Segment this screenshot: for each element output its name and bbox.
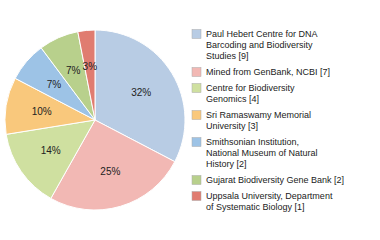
legend-label-line: Paul Hebert Centre for DNA [206, 29, 318, 39]
pie-slice [78, 30, 95, 120]
data-label: 7% [47, 79, 62, 90]
data-label: 7% [66, 65, 81, 76]
legend: Paul Hebert Centre for DNABarcoding and … [192, 29, 344, 212]
legend-entry: Mined from GenBank, NCBI [7] [192, 67, 330, 77]
legend-label-line: University [3] [206, 121, 258, 131]
legend-swatch [192, 30, 201, 39]
legend-label-line: National Museum of Natural [206, 148, 318, 158]
pie [5, 30, 185, 210]
legend-swatch [192, 192, 201, 201]
legend-entry: Centre for BiodiversityGenomics [4] [192, 83, 295, 104]
chart-container: 32%25%14%10%7%7%3%Paul Hebert Centre for… [0, 0, 380, 240]
legend-entry: Uppsala University, Departmentof Systema… [192, 191, 333, 212]
data-label: 25% [100, 166, 120, 177]
legend-swatch [192, 68, 201, 77]
legend-label-line: Genomics [4] [206, 94, 259, 104]
data-label: 3% [83, 61, 98, 72]
legend-entry: Sri Ramaswamy MemorialUniversity [3] [192, 110, 311, 131]
legend-label-line: Smithsonian Institution, [206, 137, 299, 147]
chart-svg: 32%25%14%10%7%7%3%Paul Hebert Centre for… [0, 0, 380, 240]
legend-label: Uppsala University, Departmentof Systema… [206, 191, 333, 212]
legend-label-line: Gujarat Biodiversity Gene Bank [2] [206, 175, 344, 185]
data-label: 32% [131, 87, 151, 98]
legend-label: Paul Hebert Centre for DNABarcoding and … [206, 29, 318, 61]
legend-label-line: Studies [9] [206, 51, 249, 61]
legend-label: Mined from GenBank, NCBI [7] [206, 67, 330, 77]
legend-label-line: Mined from GenBank, NCBI [7] [206, 67, 330, 77]
legend-swatch [192, 176, 201, 185]
legend-entry: Gujarat Biodiversity Gene Bank [2] [192, 175, 344, 185]
legend-entry: Smithsonian Institution,National Museum … [192, 137, 318, 169]
legend-label: Gujarat Biodiversity Gene Bank [2] [206, 175, 344, 185]
legend-swatch [192, 138, 201, 147]
data-label: 10% [32, 106, 52, 117]
legend-label-line: Sri Ramaswamy Memorial [206, 110, 311, 120]
data-label: 14% [41, 145, 61, 156]
legend-label-line: Centre for Biodiversity [206, 83, 295, 93]
legend-entry: Paul Hebert Centre for DNABarcoding and … [192, 29, 318, 61]
legend-label: Sri Ramaswamy MemorialUniversity [3] [206, 110, 311, 131]
data-labels: 32%25%14%10%7%7%3% [32, 61, 152, 178]
legend-label-line: Uppsala University, Department [206, 191, 333, 201]
legend-swatch [192, 111, 201, 120]
legend-label: Centre for BiodiversityGenomics [4] [206, 83, 295, 104]
legend-label-line: of Systematic Biology [1] [206, 202, 305, 212]
legend-swatch [192, 84, 201, 93]
legend-label-line: History [2] [206, 159, 247, 169]
legend-label-line: Barcoding and Biodiversity [206, 40, 313, 50]
legend-label: Smithsonian Institution,National Museum … [206, 137, 318, 169]
